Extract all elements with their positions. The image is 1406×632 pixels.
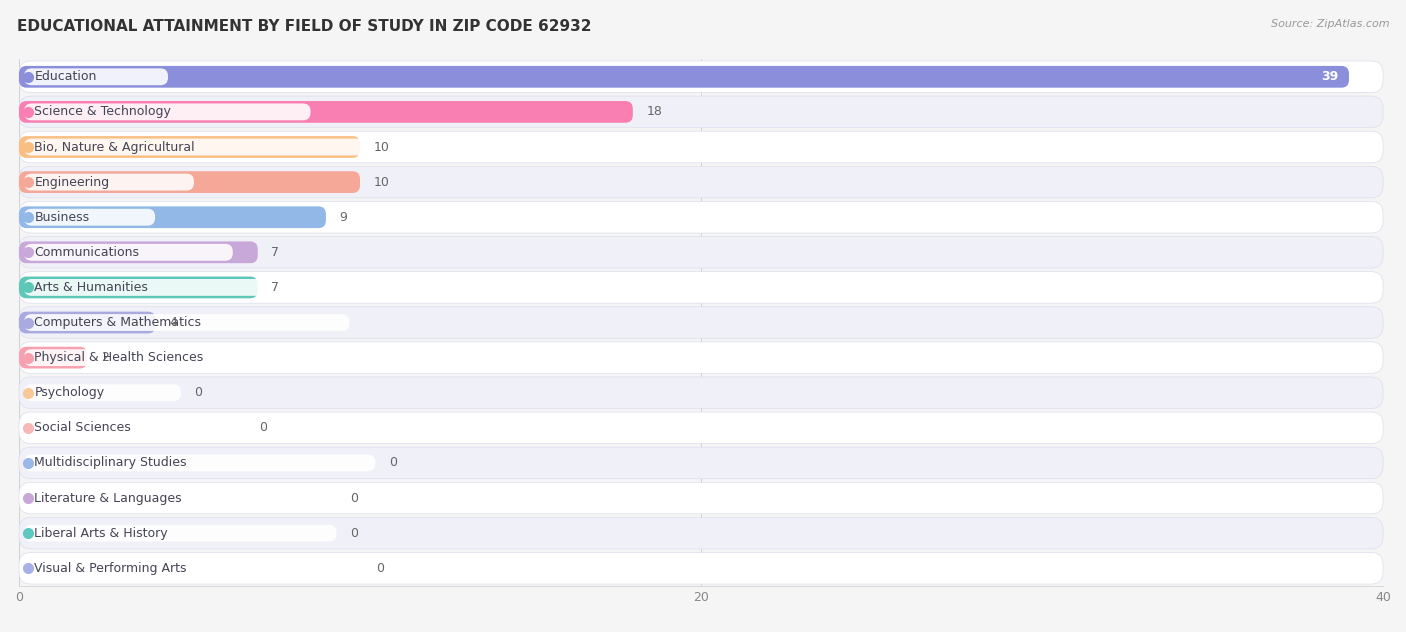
Text: 0: 0 [194,386,202,399]
Text: 9: 9 [340,210,347,224]
FancyBboxPatch shape [20,202,1384,233]
FancyBboxPatch shape [24,138,388,155]
FancyBboxPatch shape [20,171,360,193]
FancyBboxPatch shape [24,244,233,261]
FancyBboxPatch shape [20,236,1384,268]
FancyBboxPatch shape [20,447,1384,478]
FancyBboxPatch shape [20,101,633,123]
FancyBboxPatch shape [24,560,363,576]
Text: Business: Business [34,210,90,224]
Text: 10: 10 [374,176,389,188]
FancyBboxPatch shape [20,272,1384,303]
FancyBboxPatch shape [20,206,326,228]
FancyBboxPatch shape [24,104,311,120]
Text: Communications: Communications [34,246,139,259]
FancyBboxPatch shape [20,518,1384,549]
FancyBboxPatch shape [20,241,257,263]
Text: 39: 39 [1322,70,1339,83]
Text: 0: 0 [350,526,359,540]
Text: 0: 0 [389,456,396,470]
Text: Source: ZipAtlas.com: Source: ZipAtlas.com [1271,19,1389,29]
FancyBboxPatch shape [20,312,156,334]
Text: 0: 0 [350,492,359,504]
Text: 0: 0 [375,562,384,574]
FancyBboxPatch shape [20,136,360,158]
Text: 4: 4 [169,316,177,329]
FancyBboxPatch shape [24,68,169,85]
Text: Education: Education [34,70,97,83]
Text: Visual & Performing Arts: Visual & Performing Arts [34,562,187,574]
FancyBboxPatch shape [24,174,194,190]
Text: Multidisciplinary Studies: Multidisciplinary Studies [34,456,187,470]
Text: Social Sciences: Social Sciences [34,422,131,434]
Text: Psychology: Psychology [34,386,104,399]
Text: 2: 2 [101,351,108,364]
FancyBboxPatch shape [20,96,1384,128]
FancyBboxPatch shape [20,66,1348,88]
Text: Literature & Languages: Literature & Languages [34,492,181,504]
FancyBboxPatch shape [20,342,1384,374]
Text: 7: 7 [271,246,280,259]
FancyBboxPatch shape [24,454,375,471]
FancyBboxPatch shape [20,277,257,298]
FancyBboxPatch shape [20,347,87,368]
FancyBboxPatch shape [20,482,1384,514]
FancyBboxPatch shape [24,525,336,542]
Text: Arts & Humanities: Arts & Humanities [34,281,148,294]
FancyBboxPatch shape [20,61,1384,93]
FancyBboxPatch shape [24,314,350,331]
FancyBboxPatch shape [24,384,181,401]
Text: Liberal Arts & History: Liberal Arts & History [34,526,167,540]
FancyBboxPatch shape [20,552,1384,584]
FancyBboxPatch shape [24,279,271,296]
Text: Physical & Health Sciences: Physical & Health Sciences [34,351,204,364]
Text: Science & Technology: Science & Technology [34,106,172,118]
Text: 7: 7 [271,281,280,294]
Text: 18: 18 [647,106,662,118]
FancyBboxPatch shape [24,420,246,436]
FancyBboxPatch shape [20,412,1384,444]
FancyBboxPatch shape [20,166,1384,198]
Text: Engineering: Engineering [34,176,110,188]
Text: EDUCATIONAL ATTAINMENT BY FIELD OF STUDY IN ZIP CODE 62932: EDUCATIONAL ATTAINMENT BY FIELD OF STUDY… [17,19,592,34]
FancyBboxPatch shape [20,307,1384,338]
FancyBboxPatch shape [20,377,1384,408]
FancyBboxPatch shape [24,490,336,506]
Text: 0: 0 [260,422,267,434]
FancyBboxPatch shape [20,131,1384,163]
Text: Bio, Nature & Agricultural: Bio, Nature & Agricultural [34,140,195,154]
Text: Computers & Mathematics: Computers & Mathematics [34,316,201,329]
Text: 10: 10 [374,140,389,154]
FancyBboxPatch shape [24,209,155,226]
FancyBboxPatch shape [24,349,388,366]
